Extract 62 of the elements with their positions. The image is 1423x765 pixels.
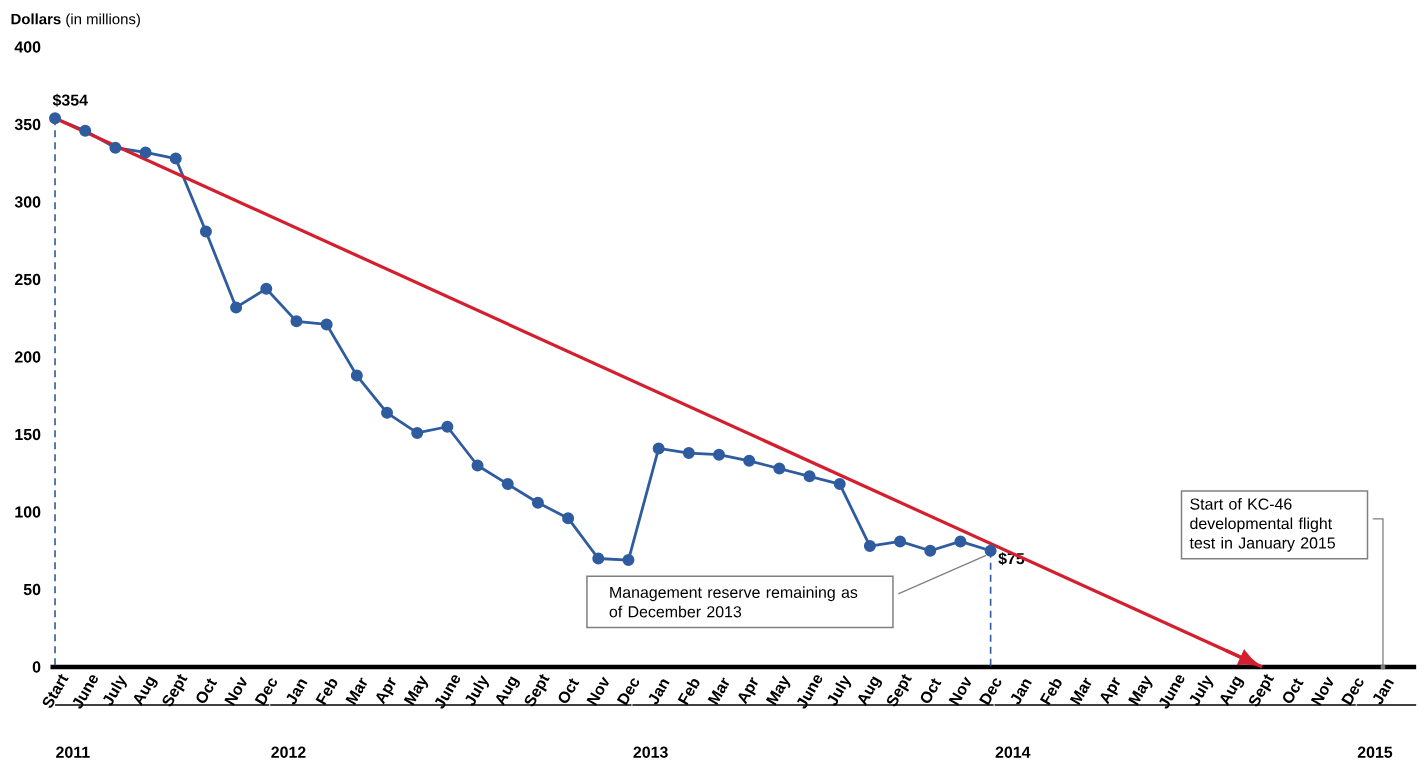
annotation: Start of KC-46 developmental flight test in January 2015 — [1189, 498, 1336, 552]
y-tick-label: 250 — [14, 273, 41, 286]
data-label: $354 — [52, 93, 88, 107]
text: 2013 — [633, 746, 668, 758]
x-tick-label: Jan — [1010, 679, 1032, 705]
x-tick-label: Apr — [1100, 676, 1121, 705]
x-tick-label: Oct — [558, 678, 580, 703]
y-tick-label: 350 — [14, 118, 41, 131]
point — [350, 369, 363, 382]
point — [833, 478, 846, 491]
point — [230, 301, 243, 314]
x-tick-label: Feb — [677, 679, 700, 706]
point — [49, 112, 62, 125]
text: 2012 — [271, 746, 306, 758]
point — [381, 406, 394, 419]
point — [682, 447, 695, 460]
y-tick-label: 400 — [14, 41, 41, 53]
y-tick-label: 200 — [14, 351, 41, 363]
point — [531, 496, 544, 509]
point — [984, 544, 997, 557]
point — [954, 535, 967, 548]
point — [411, 426, 424, 439]
point — [743, 454, 756, 467]
point — [139, 146, 152, 159]
x-tick-label: Oct — [196, 678, 218, 703]
x-tick-label: Feb — [1039, 679, 1062, 706]
point — [713, 448, 725, 461]
y-tick-label: 0 — [32, 661, 41, 673]
y-axis-title: Dollars (in millions) — [11, 13, 140, 28]
text: 2011 — [56, 746, 90, 758]
x-tick-label: Jan — [648, 679, 670, 705]
x-tick-label: Oct — [1283, 678, 1304, 703]
x-tick-label: Jan — [1372, 679, 1395, 705]
x-tick-label: Feb — [315, 679, 338, 706]
point — [863, 540, 876, 553]
text: 2015 — [1357, 746, 1393, 758]
y-tick-label: 100 — [15, 506, 41, 518]
point — [169, 152, 182, 165]
annotation: Management reserve remaining as of December 2013 — [609, 586, 858, 618]
point — [79, 124, 92, 137]
point — [290, 315, 303, 328]
text: 2014 — [995, 746, 1031, 758]
y-tick-label: 50 — [23, 583, 41, 596]
point — [109, 141, 122, 154]
y-tick-label: 300 — [14, 196, 41, 208]
point — [199, 225, 212, 238]
point — [652, 442, 665, 455]
point — [592, 552, 605, 565]
point — [622, 554, 635, 567]
x-tick-label: Jan — [286, 679, 308, 705]
point — [803, 470, 816, 483]
point — [260, 282, 273, 295]
point — [773, 462, 786, 475]
point — [441, 420, 454, 433]
x-tick-label: Oct — [920, 678, 942, 703]
point — [471, 459, 484, 472]
point — [501, 478, 514, 491]
point — [562, 512, 575, 525]
y-tick-label: 150 — [15, 428, 41, 441]
point — [924, 544, 937, 557]
point — [894, 535, 907, 548]
point — [320, 318, 333, 331]
